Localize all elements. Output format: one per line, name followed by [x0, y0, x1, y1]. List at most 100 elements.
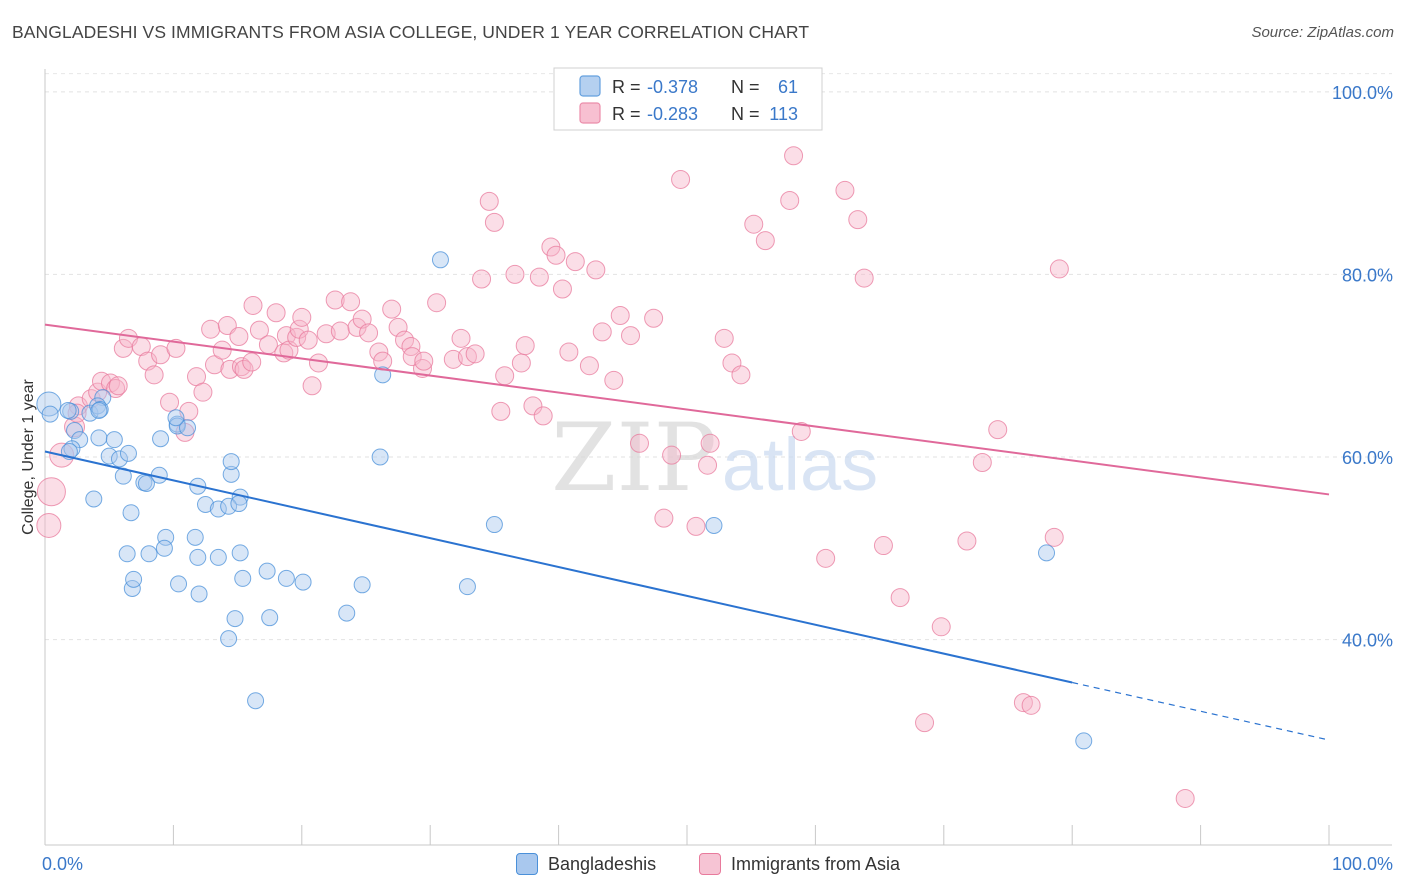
data-point	[249, 320, 269, 340]
chart-title: BANGLADESHI VS IMMIGRANTS FROM ASIA COLL…	[12, 22, 810, 42]
data-point	[67, 403, 87, 423]
data-point	[1075, 732, 1093, 750]
data-point	[110, 450, 128, 468]
data-point	[119, 444, 137, 462]
data-point	[231, 544, 249, 562]
data-point	[298, 330, 318, 350]
data-point	[485, 516, 503, 534]
data-point	[1013, 693, 1033, 713]
data-point	[505, 264, 525, 284]
legend-box: R = -0.378 N = 61 R = -0.283 N = 113	[553, 67, 823, 131]
data-point	[443, 349, 463, 369]
data-point	[644, 308, 664, 328]
data-point	[209, 548, 227, 566]
data-point	[209, 500, 227, 518]
data-point	[414, 351, 434, 371]
data-point	[835, 180, 855, 200]
legend-swatch-bangladeshis	[579, 75, 601, 97]
data-point	[451, 328, 471, 348]
data-point	[330, 321, 350, 341]
data-point	[388, 317, 408, 337]
data-point	[533, 406, 553, 426]
data-point	[586, 260, 606, 280]
data-point	[671, 169, 691, 189]
data-point	[458, 578, 476, 596]
y-tick-label: 80.0%	[1342, 265, 1393, 285]
data-point	[100, 447, 118, 465]
data-point	[155, 539, 173, 557]
data-point	[610, 305, 630, 325]
data-point	[261, 609, 279, 627]
data-point	[755, 231, 775, 251]
data-point	[125, 570, 143, 588]
data-point	[41, 405, 59, 423]
data-point	[242, 352, 262, 372]
data-point	[100, 373, 120, 393]
data-point	[700, 433, 720, 453]
data-point	[302, 376, 322, 396]
legend-swatch-immigrants-from-asia	[579, 102, 601, 124]
data-point	[230, 495, 248, 513]
data-point	[226, 610, 244, 628]
data-point	[369, 342, 389, 362]
data-point	[565, 252, 585, 272]
data-point	[1021, 695, 1041, 715]
data-point	[515, 336, 535, 356]
data-point	[204, 355, 224, 375]
data-point	[957, 531, 977, 551]
legend-n-value-0: 61	[778, 77, 798, 97]
data-point	[559, 342, 579, 362]
data-point	[705, 516, 723, 534]
data-point	[308, 353, 328, 373]
data-point	[552, 279, 572, 299]
data-point	[427, 293, 447, 313]
data-point	[152, 430, 170, 448]
trend-line	[44, 450, 1073, 684]
data-point	[266, 303, 286, 323]
legend-n-label-1: N =	[731, 104, 760, 124]
data-point	[36, 477, 66, 507]
bottom-legend-item-immigrants-from-asia[interactable]: Immigrants from Asia	[699, 852, 900, 876]
data-point	[523, 396, 543, 416]
y-tick-label: 40.0%	[1342, 631, 1393, 651]
trend-line	[44, 323, 1330, 496]
data-point	[854, 268, 874, 288]
bottom-legend-label-bangladeshis: Bangladeshis	[548, 853, 657, 874]
data-point	[465, 344, 485, 364]
data-point	[222, 465, 240, 483]
y-tick-label: 100.0%	[1332, 83, 1393, 103]
watermark-zip: ZIP	[551, 404, 717, 513]
legend-r-value-1: -0.283	[647, 104, 698, 124]
data-point	[915, 713, 935, 733]
data-point	[140, 545, 158, 563]
data-point	[85, 490, 103, 508]
data-point	[848, 210, 868, 230]
data-point	[247, 692, 265, 710]
data-point	[212, 340, 232, 360]
data-point	[457, 347, 477, 367]
data-point	[546, 245, 566, 265]
x-tick-label: 100.0%	[1332, 854, 1393, 874]
data-point	[59, 401, 77, 419]
data-point	[784, 146, 804, 166]
bottom-legend-swatch-immigrants-from-asia	[699, 853, 721, 875]
legend-r-value-0: -0.378	[647, 77, 698, 97]
data-point	[374, 366, 392, 384]
data-point	[190, 585, 208, 603]
data-point	[604, 370, 624, 390]
data-point	[170, 575, 188, 593]
data-point	[431, 251, 449, 269]
data-point	[744, 214, 764, 234]
data-point	[654, 508, 674, 528]
data-point	[511, 353, 531, 373]
data-point	[1044, 527, 1064, 547]
data-point	[90, 401, 108, 419]
data-point	[108, 376, 128, 396]
data-point	[137, 474, 155, 492]
bottom-legend-item-bangladeshis[interactable]: Bangladeshis	[516, 852, 656, 876]
data-point	[472, 269, 492, 289]
source-label: Source: ZipAtlas.com	[1251, 24, 1394, 41]
watermark-atlas: atlas	[722, 423, 878, 506]
data-point	[220, 497, 238, 515]
data-point	[220, 359, 240, 379]
